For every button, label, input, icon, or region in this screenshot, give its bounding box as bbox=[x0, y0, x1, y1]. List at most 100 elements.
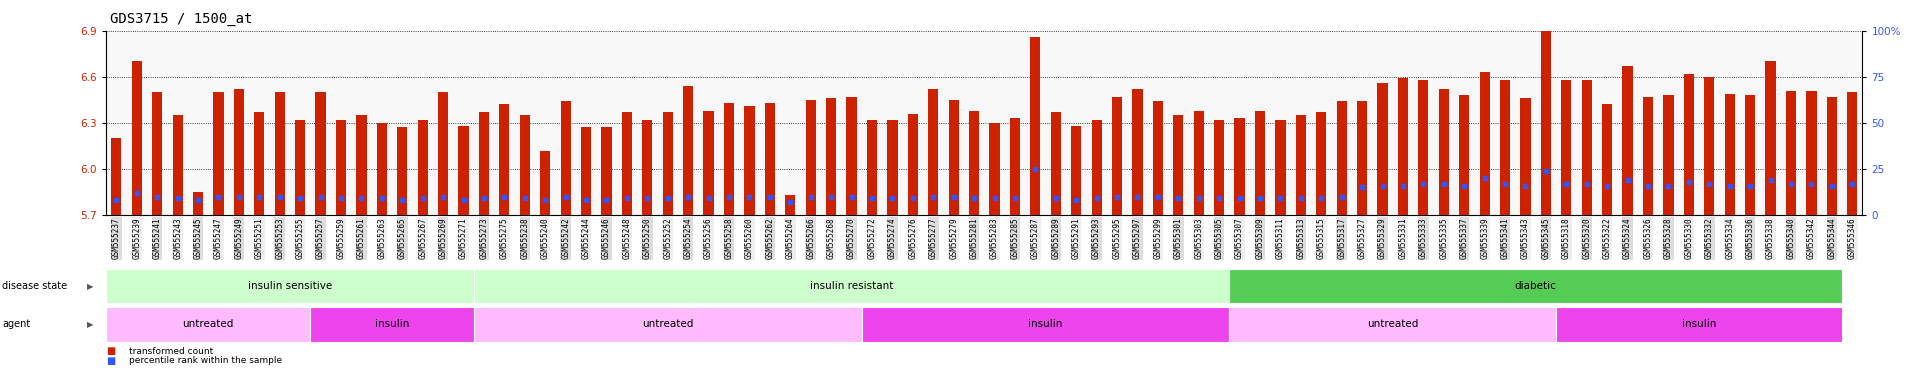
Text: GSM555261: GSM555261 bbox=[357, 217, 367, 259]
Bar bbox=[255, 112, 264, 215]
Bar bbox=[152, 92, 162, 215]
Text: GSM555338: GSM555338 bbox=[1766, 217, 1776, 259]
Text: GSM555330: GSM555330 bbox=[1685, 217, 1693, 259]
Bar bbox=[1295, 115, 1307, 215]
Bar bbox=[131, 61, 143, 215]
Bar bbox=[398, 127, 407, 215]
Bar bbox=[928, 89, 938, 215]
Bar bbox=[315, 92, 326, 215]
Text: GSM555346: GSM555346 bbox=[1847, 217, 1857, 259]
Bar bbox=[172, 115, 183, 215]
Text: GSM555307: GSM555307 bbox=[1235, 217, 1245, 259]
Text: GSM555289: GSM555289 bbox=[1052, 217, 1060, 259]
Bar bbox=[1521, 98, 1530, 215]
Text: GSM555274: GSM555274 bbox=[888, 217, 897, 259]
Text: ▶: ▶ bbox=[87, 320, 95, 329]
Text: GSM555291: GSM555291 bbox=[1071, 217, 1081, 259]
Text: diabetic: diabetic bbox=[1515, 281, 1558, 291]
Text: GSM555273: GSM555273 bbox=[479, 217, 488, 259]
Text: GSM555267: GSM555267 bbox=[419, 217, 427, 259]
Bar bbox=[193, 192, 203, 215]
Bar bbox=[336, 120, 345, 215]
Bar bbox=[1583, 80, 1592, 215]
Text: insulin sensitive: insulin sensitive bbox=[247, 281, 332, 291]
Text: GSM555279: GSM555279 bbox=[950, 217, 957, 259]
Bar bbox=[683, 86, 693, 215]
Text: GSM555328: GSM555328 bbox=[1664, 217, 1673, 259]
Text: GSM555252: GSM555252 bbox=[664, 217, 672, 259]
Text: percentile rank within the sample: percentile rank within the sample bbox=[129, 356, 282, 366]
Bar bbox=[1397, 78, 1409, 215]
Text: GSM555322: GSM555322 bbox=[1602, 217, 1612, 259]
Text: GSM555295: GSM555295 bbox=[1112, 217, 1121, 259]
Bar bbox=[1316, 112, 1326, 215]
Text: GSM555270: GSM555270 bbox=[847, 217, 857, 259]
Text: GSM555340: GSM555340 bbox=[1787, 217, 1795, 259]
Text: GSM555263: GSM555263 bbox=[378, 217, 386, 259]
Bar bbox=[1602, 104, 1612, 215]
Text: GSM555324: GSM555324 bbox=[1623, 217, 1633, 259]
Bar bbox=[847, 97, 857, 215]
Text: GSM555276: GSM555276 bbox=[909, 217, 917, 259]
Text: GDS3715 / 1500_at: GDS3715 / 1500_at bbox=[110, 12, 253, 25]
Bar bbox=[214, 92, 224, 215]
Text: GSM555315: GSM555315 bbox=[1316, 217, 1326, 259]
Bar bbox=[1419, 80, 1428, 215]
Bar bbox=[1826, 97, 1837, 215]
Bar bbox=[295, 120, 305, 215]
Text: agent: agent bbox=[2, 319, 31, 329]
Text: insulin: insulin bbox=[1029, 319, 1063, 329]
Bar bbox=[867, 120, 876, 215]
Bar bbox=[500, 104, 510, 215]
Bar bbox=[1031, 37, 1040, 215]
Bar bbox=[1642, 97, 1654, 215]
Text: GSM555245: GSM555245 bbox=[193, 217, 203, 259]
Bar bbox=[1133, 89, 1143, 215]
Text: GSM555275: GSM555275 bbox=[500, 217, 510, 259]
Text: untreated: untreated bbox=[1366, 319, 1419, 329]
Bar bbox=[704, 111, 714, 215]
Text: GSM555301: GSM555301 bbox=[1173, 217, 1183, 259]
Bar bbox=[376, 123, 386, 215]
Bar bbox=[1847, 92, 1857, 215]
Bar bbox=[1254, 111, 1264, 215]
Text: GSM555303: GSM555303 bbox=[1195, 217, 1202, 259]
Text: GSM555251: GSM555251 bbox=[255, 217, 264, 259]
Text: untreated: untreated bbox=[183, 319, 234, 329]
Text: GSM555238: GSM555238 bbox=[521, 217, 529, 259]
Text: GSM555258: GSM555258 bbox=[724, 217, 733, 259]
Bar bbox=[621, 112, 631, 215]
Text: GSM555343: GSM555343 bbox=[1521, 217, 1530, 259]
Text: GSM555299: GSM555299 bbox=[1154, 217, 1162, 259]
Bar bbox=[1337, 101, 1347, 215]
Bar bbox=[786, 195, 795, 215]
Text: GSM555342: GSM555342 bbox=[1806, 217, 1816, 259]
Text: GSM555246: GSM555246 bbox=[602, 217, 612, 259]
Text: GSM555268: GSM555268 bbox=[826, 217, 836, 259]
Bar bbox=[1561, 80, 1571, 215]
Text: GSM555332: GSM555332 bbox=[1704, 217, 1714, 259]
Bar bbox=[112, 138, 122, 215]
Bar bbox=[1193, 111, 1204, 215]
Text: GSM555265: GSM555265 bbox=[398, 217, 407, 259]
Text: GSM555297: GSM555297 bbox=[1133, 217, 1143, 259]
Text: ■: ■ bbox=[106, 356, 116, 366]
Bar bbox=[1664, 95, 1673, 215]
Text: GSM555283: GSM555283 bbox=[990, 217, 1000, 259]
Bar bbox=[1623, 66, 1633, 215]
Bar bbox=[234, 89, 243, 215]
Bar bbox=[540, 151, 550, 215]
Bar bbox=[479, 112, 488, 215]
Text: GSM555243: GSM555243 bbox=[174, 217, 181, 259]
Bar bbox=[1745, 95, 1754, 215]
Bar bbox=[581, 127, 591, 215]
Bar bbox=[1725, 94, 1735, 215]
Bar bbox=[1500, 80, 1509, 215]
Bar bbox=[1438, 89, 1449, 215]
Text: GSM555262: GSM555262 bbox=[766, 217, 774, 259]
Text: transformed count: transformed count bbox=[129, 347, 214, 356]
Text: GSM555320: GSM555320 bbox=[1583, 217, 1590, 259]
Text: GSM555256: GSM555256 bbox=[704, 217, 712, 259]
Text: GSM555244: GSM555244 bbox=[581, 217, 591, 259]
Bar bbox=[459, 126, 469, 215]
